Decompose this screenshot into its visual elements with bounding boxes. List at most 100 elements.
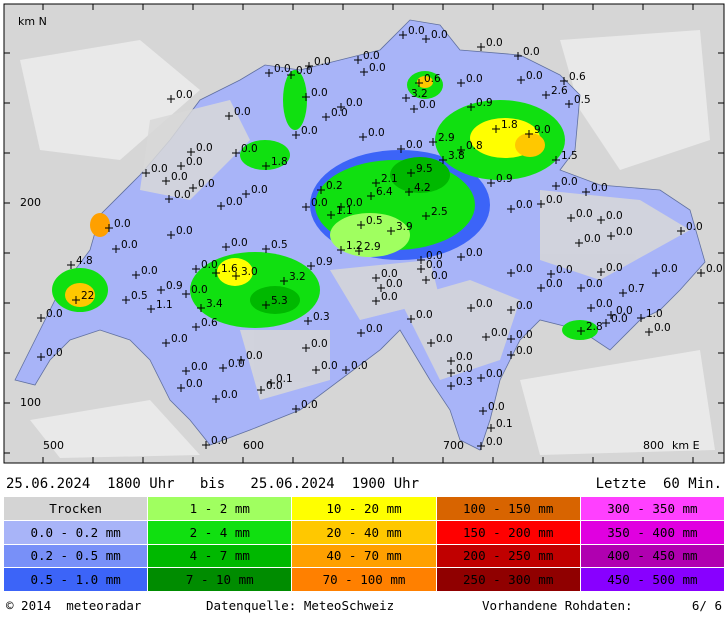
legend-cell: 100 - 150 mm <box>436 497 580 520</box>
station-value: 0.0 <box>611 313 628 325</box>
station-marker <box>447 382 455 390</box>
station-value: 0.0 <box>196 142 213 154</box>
station-value: 0.0 <box>266 380 283 392</box>
station-marker <box>607 232 615 240</box>
station-value: 0.3 <box>456 376 473 388</box>
station-marker <box>202 441 210 449</box>
copyright: © 2014 meteoradar <box>6 598 142 613</box>
station-marker <box>422 276 430 284</box>
station-value: 0.0 <box>546 278 563 290</box>
station-marker <box>212 269 220 277</box>
station-marker <box>262 245 270 253</box>
station-value: 0.0 <box>616 226 633 238</box>
legend-cell: 1 - 2 mm <box>148 497 292 520</box>
station-value: 0.0 <box>488 401 505 413</box>
legend-cell: 300 - 350 mm <box>580 497 724 520</box>
x-axis-title: km E <box>672 439 700 452</box>
station-marker <box>507 269 515 277</box>
station-marker <box>697 269 705 277</box>
station-value: 3.2 <box>289 271 306 283</box>
station-marker <box>192 323 200 331</box>
station-marker <box>327 211 335 219</box>
station-value: 0.0 <box>228 358 245 370</box>
legend-cell: 150 - 200 mm <box>436 520 580 544</box>
station-marker <box>354 56 362 64</box>
station-value: 0.0 <box>241 143 258 155</box>
station-marker <box>457 146 465 154</box>
station-value: 0.0 <box>419 99 436 111</box>
station-value: 0.0 <box>546 194 563 206</box>
station-marker <box>507 351 515 359</box>
station-value: 0.0 <box>186 156 203 168</box>
station-marker <box>280 277 288 285</box>
station-marker <box>219 364 227 372</box>
station-marker <box>405 188 413 196</box>
station-value: 0.0 <box>311 338 328 350</box>
legend: Trocken 1 - 2 mm 10 - 20 mm 100 - 150 mm 300… <box>4 497 724 591</box>
station-marker <box>265 69 273 77</box>
y-label: 100 <box>20 396 41 409</box>
station-marker <box>637 314 645 322</box>
station-marker <box>422 212 430 220</box>
station-value: 0.0 <box>141 265 158 277</box>
legend-cell: 7 - 10 mm <box>148 568 292 591</box>
station-value: 0.0 <box>226 196 243 208</box>
station-marker <box>479 407 487 415</box>
station-value: 0.9 <box>316 256 333 268</box>
station-value: 0.0 <box>311 87 328 99</box>
station-value: 2.9 <box>438 132 455 144</box>
station-marker <box>402 94 410 102</box>
station-marker <box>565 100 573 108</box>
station-value: 0.0 <box>431 270 448 282</box>
station-marker <box>457 253 465 261</box>
station-marker <box>359 133 367 141</box>
station-marker <box>212 395 220 403</box>
window: Letzte 60 Min. <box>595 476 722 492</box>
station-value: 0.0 <box>366 323 383 335</box>
station-marker <box>417 265 425 273</box>
station-marker <box>517 76 525 84</box>
station-marker <box>225 112 233 120</box>
station-value: 1.2 <box>346 240 363 252</box>
station-value: 1.1 <box>156 299 173 311</box>
station-value: 0.8 <box>466 140 483 152</box>
legend-cell: 0.2 - 0.5 mm <box>4 544 148 568</box>
source: Datenquelle: MeteoSchweiz <box>206 598 395 613</box>
station-marker <box>587 304 595 312</box>
station-marker <box>439 156 447 164</box>
station-marker <box>407 315 415 323</box>
station-value: 0.0 <box>426 259 443 271</box>
station-marker <box>367 192 375 200</box>
station-marker <box>427 339 435 347</box>
station-marker <box>372 274 380 282</box>
station-value: 0.0 <box>296 65 313 77</box>
station-marker <box>37 353 45 361</box>
station-marker <box>305 62 313 70</box>
station-marker <box>507 306 515 314</box>
station-marker <box>192 265 200 273</box>
station-marker <box>597 268 605 276</box>
station-marker <box>287 71 295 79</box>
station-marker <box>157 286 165 294</box>
legend-cell: 20 - 40 mm <box>292 520 436 544</box>
station-value: 0.0 <box>526 70 543 82</box>
station-marker <box>302 203 310 211</box>
station-marker <box>242 190 250 198</box>
station-value: 0.6 <box>201 317 218 329</box>
station-marker <box>537 284 545 292</box>
station-value: 0.0 <box>431 29 448 41</box>
station-marker <box>322 113 330 121</box>
station-value: 0.0 <box>686 221 703 233</box>
station-marker <box>492 125 500 133</box>
station-value: 0.0 <box>363 50 380 62</box>
period: 25.06.2024 1800 Uhr bis 25.06.2024 1900 … <box>6 476 420 492</box>
station-marker <box>72 296 80 304</box>
station-value: 0.0 <box>234 106 251 118</box>
station-value: 1.8 <box>501 119 518 131</box>
station-marker <box>487 424 495 432</box>
station-value: 0.0 <box>661 263 678 275</box>
precip-areas <box>52 70 598 340</box>
station-value: 0.0 <box>408 25 425 37</box>
station-marker <box>447 369 455 377</box>
station-marker <box>142 169 150 177</box>
